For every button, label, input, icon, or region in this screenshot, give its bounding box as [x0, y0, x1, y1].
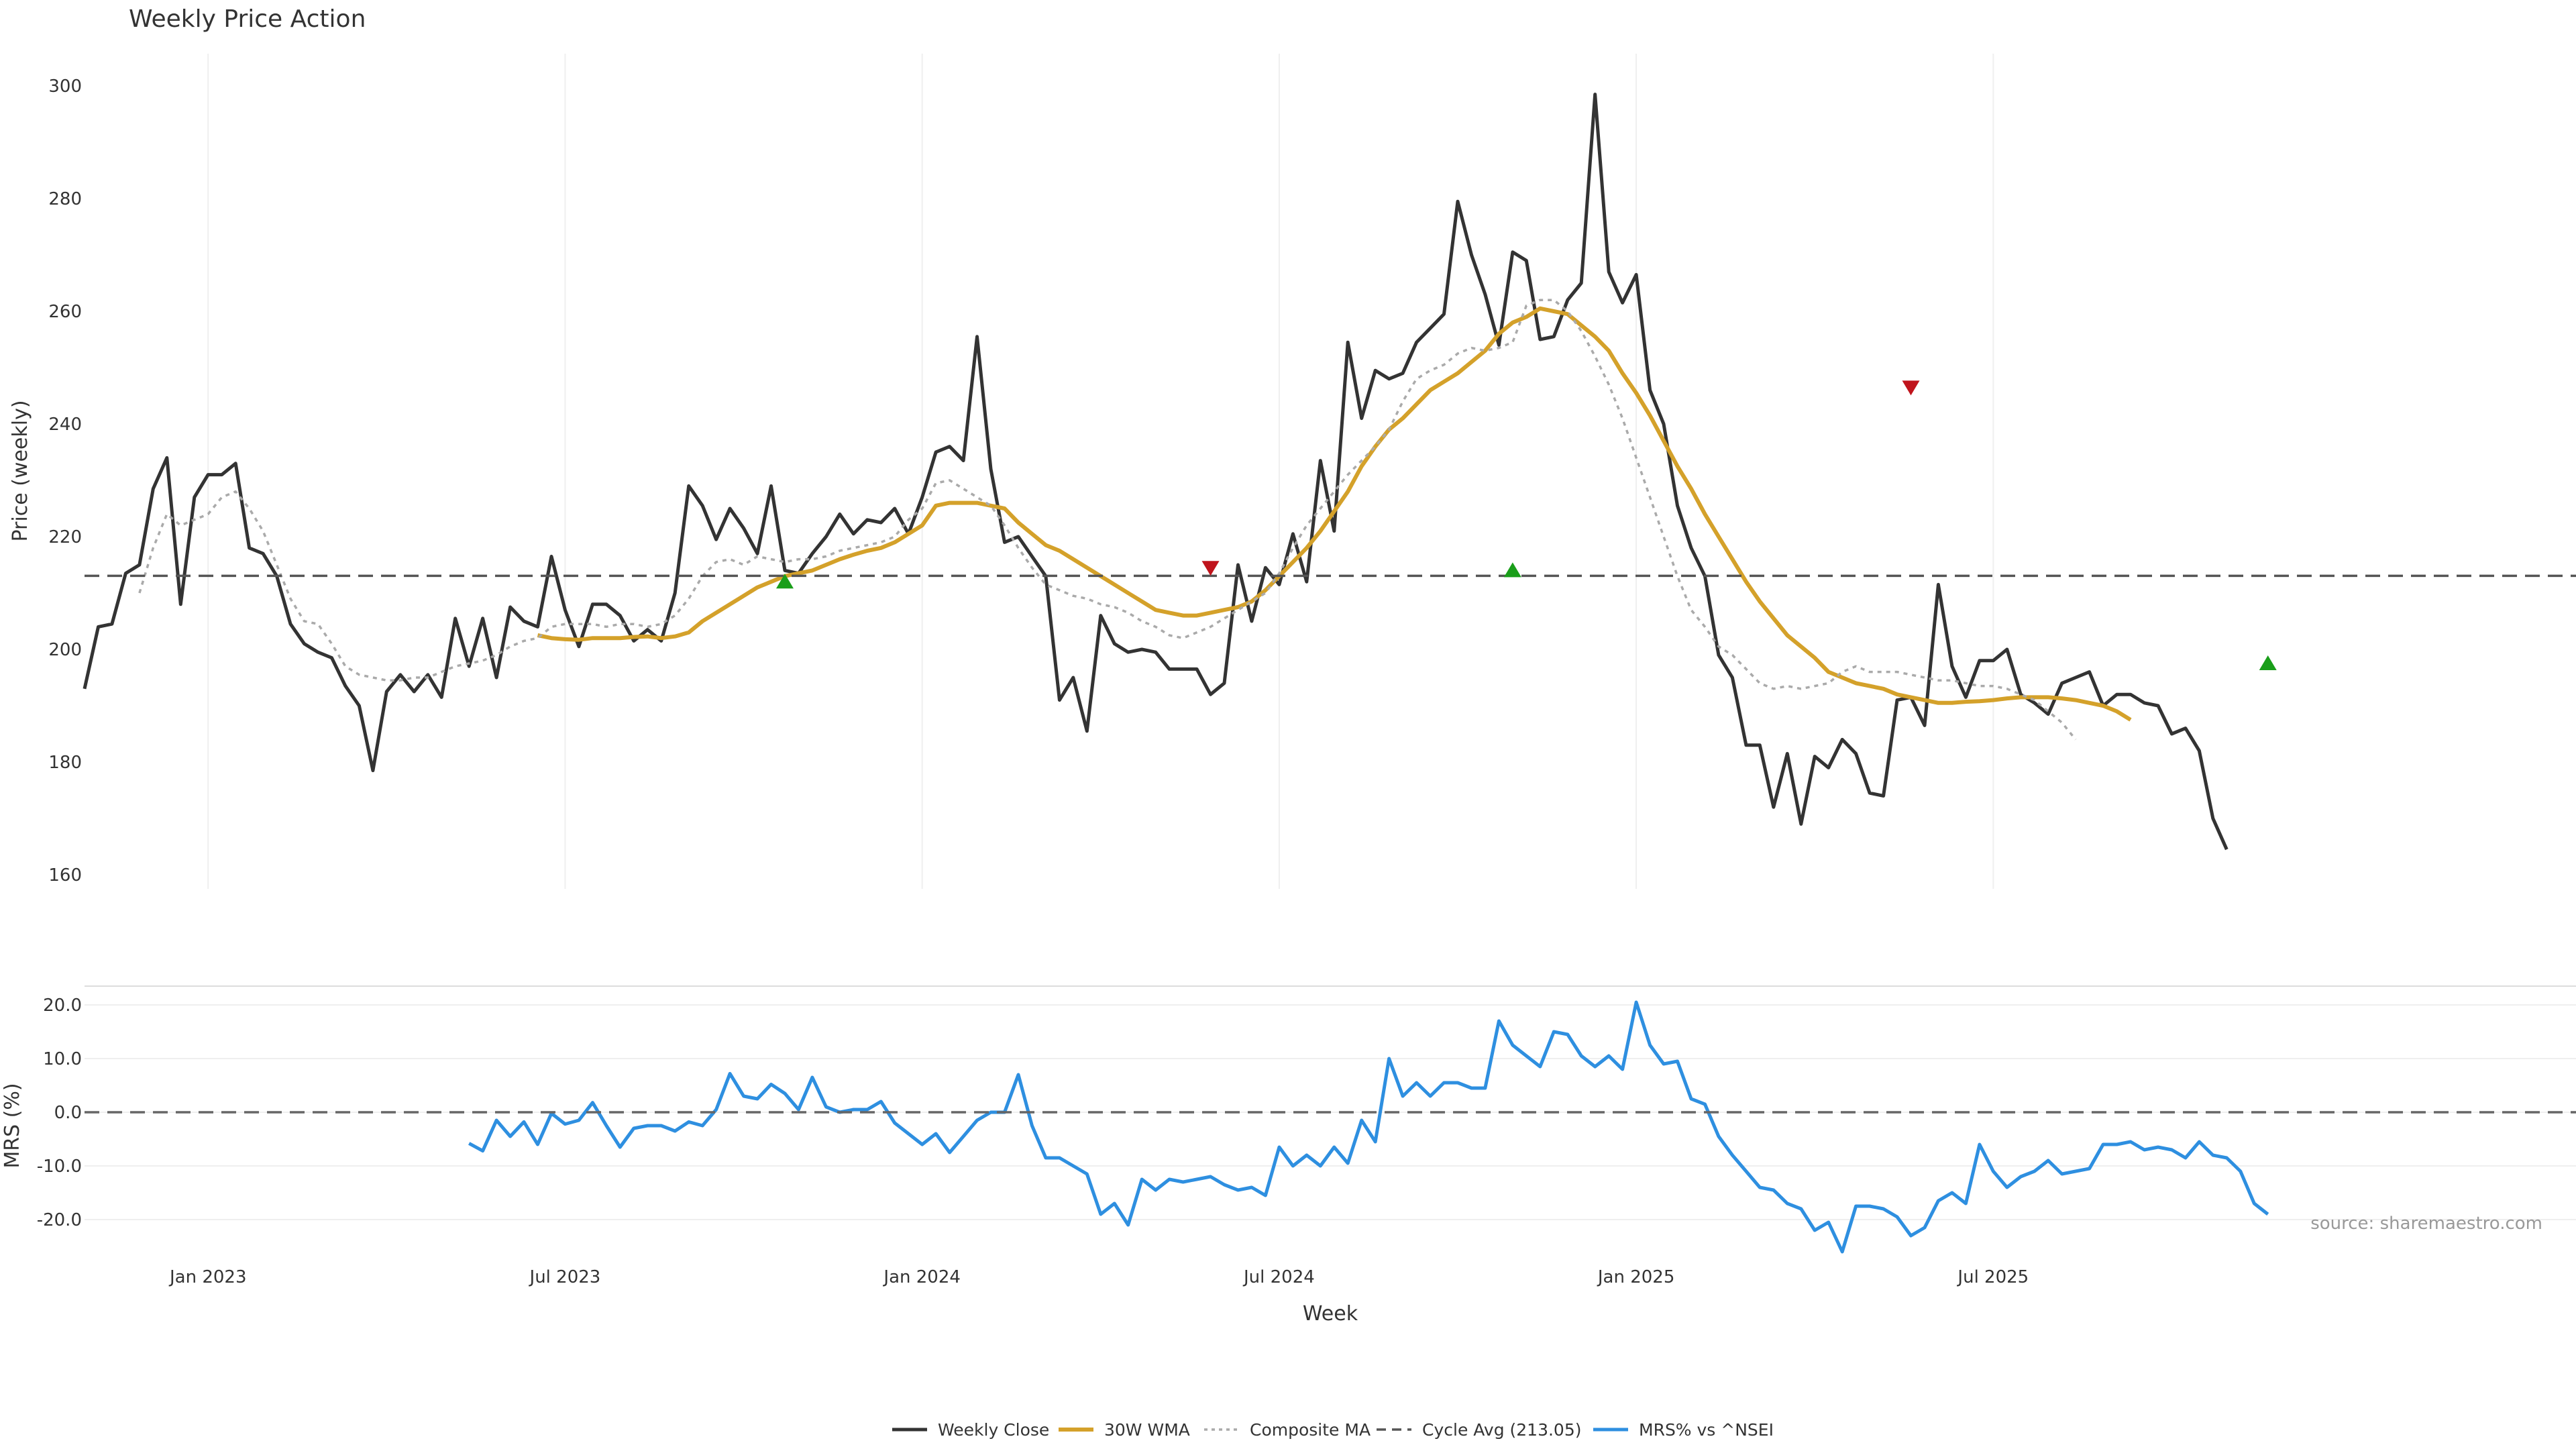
price-y-tick-label: 280	[48, 189, 82, 209]
mrs-y-tick-label: -10.0	[37, 1157, 82, 1177]
weekly-close-line	[83, 93, 2229, 851]
sell-signal-marker	[1902, 380, 1920, 396]
mrs-line	[468, 1000, 2269, 1254]
legend-label: Cycle Avg (213.05)	[1422, 1420, 1582, 1440]
composite-ma-line	[138, 299, 2077, 741]
chart-title: Weekly Price Action	[129, 5, 366, 33]
mrs-y-ticks: -20.0 -10.0 0.0 10.0 20.0	[37, 996, 82, 1230]
legend-label: MRS% vs ^NSEI	[1639, 1420, 1774, 1440]
price-y-tick-label: 240	[48, 415, 82, 435]
price-series	[83, 93, 2576, 851]
x-tick-label: Jan 2023	[168, 1267, 247, 1287]
mrs-y-axis-label: MRS (%)	[1, 1083, 24, 1168]
x-ticks: Jan 2023 Jul 2023 Jan 2024 Jul 2024 Jan 2025…	[168, 1267, 2029, 1287]
mrs-y-tick-label: 0.0	[54, 1103, 82, 1123]
price-grid	[207, 54, 1994, 889]
price-y-tick-label: 260	[48, 302, 82, 322]
x-tick-label: Jul 2024	[1242, 1267, 1315, 1287]
x-tick-label: Jan 2025	[1597, 1267, 1675, 1287]
legend-label: 30W WMA	[1104, 1420, 1190, 1440]
legend-label: Composite MA	[1250, 1420, 1371, 1440]
price-y-ticks: 160 180 200 220 240 260 280 300	[48, 76, 82, 885]
sell-signal-marker	[1201, 561, 1220, 576]
mrs-y-tick-label: 10.0	[43, 1049, 82, 1069]
price-y-tick-label: 200	[48, 640, 82, 660]
mrs-y-tick-label: 20.0	[43, 996, 82, 1016]
x-tick-label: Jan 2024	[882, 1267, 961, 1287]
x-tick-label: Jul 2025	[1956, 1267, 2029, 1287]
source-note: source: sharemaestro.com	[2310, 1214, 2542, 1234]
x-axis-label: Week	[1303, 1302, 1358, 1326]
legend: Weekly Close 30W WMA Composite MA Cycle Avg…	[892, 1420, 1774, 1440]
buy-signal-marker	[2259, 655, 2277, 670]
price-y-tick-label: 220	[48, 527, 82, 547]
price-y-tick-label: 180	[48, 753, 82, 773]
price-y-tick-label: 160	[48, 865, 82, 885]
mrs-series	[85, 1000, 2576, 1254]
signal-markers	[775, 380, 2277, 670]
price-y-axis-label: Price (weekly)	[9, 400, 32, 541]
legend-label: Weekly Close	[938, 1420, 1049, 1440]
price-y-tick-label: 300	[48, 76, 82, 97]
30w-wma-line	[537, 306, 2132, 722]
mrs-y-tick-label: -20.0	[37, 1210, 82, 1230]
x-tick-label: Jul 2023	[529, 1267, 601, 1287]
buy-signal-marker	[775, 574, 794, 589]
buy-signal-marker	[1503, 562, 1521, 578]
